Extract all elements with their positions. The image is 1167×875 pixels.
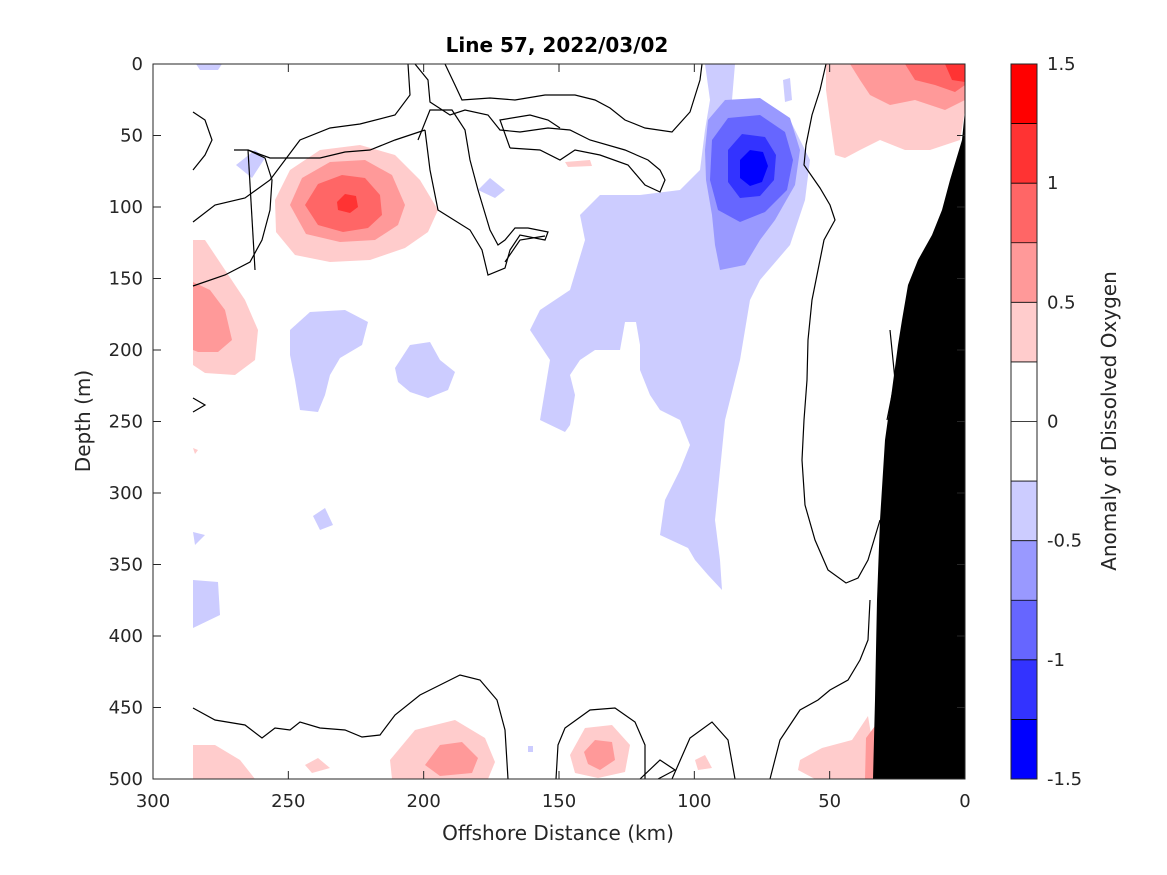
x-tick-label: 250 [271, 791, 305, 812]
y-tick-label: 200 [109, 340, 143, 361]
colorbar-level [1011, 361, 1037, 422]
bottom-positive-b2 [425, 742, 478, 776]
coastal-positive-l4 [945, 64, 965, 82]
negative-blob-e [236, 150, 265, 178]
colorbar-level [1011, 481, 1037, 541]
y-tick-label: 450 [109, 698, 143, 719]
negative-blob-h [196, 64, 222, 70]
x-tick-label: 300 [136, 791, 170, 812]
colorbar-level [1011, 421, 1037, 482]
y-tick-label: 0 [132, 54, 143, 75]
x-tick-label: 100 [677, 791, 711, 812]
colorbar-tick-label: 1.5 [1047, 54, 1076, 75]
colorbar-tick-label: 0 [1047, 412, 1058, 433]
blue-fleck [528, 746, 533, 752]
colorbar-tick-label: 1 [1047, 173, 1058, 194]
colorbar-tick-label: -0.5 [1047, 531, 1082, 552]
colorbar-level [1011, 719, 1037, 779]
x-tick-label: 0 [959, 791, 970, 812]
colorbar-level [1011, 183, 1037, 243]
x-axis: 300 250 200 150 100 50 0 [136, 64, 971, 812]
negative-blob-g [193, 532, 205, 545]
colorbar-level [1011, 600, 1037, 660]
colorbar-frame [1010, 63, 1038, 780]
colorbar-level [1011, 123, 1037, 184]
y-tick-label: 250 [109, 412, 143, 433]
negative-blob-c [193, 580, 220, 628]
y-tick-label: 150 [109, 269, 143, 290]
y-tick-label: 100 [109, 197, 143, 218]
y-axis: 0 50 100 150 200 250 300 350 400 450 500 [109, 54, 965, 790]
bottom-positive-a1 [193, 745, 255, 779]
x-tick-label: 150 [542, 791, 576, 812]
colorbar-tick-label: -1 [1047, 650, 1065, 671]
left-positive-l2 [193, 282, 232, 352]
bottom-positive-f1 [798, 716, 875, 779]
contour-fills [193, 64, 965, 779]
colorbar-level [1011, 242, 1037, 303]
chart-title: Line 57, 2022/03/02 [446, 33, 669, 57]
colorbar-level [1011, 659, 1037, 720]
colorbar-level [1011, 64, 1037, 124]
colorbar-level [1011, 540, 1037, 601]
negative-blob-b [395, 342, 455, 398]
y-tick-label: 500 [109, 769, 143, 790]
y-tick-label: 400 [109, 626, 143, 647]
y-axis-label: Depth (m) [71, 370, 95, 472]
x-tick-label: 200 [406, 791, 440, 812]
colorbar: 1.5 1 0.5 0 -0.5 -1 -1.5 [1010, 54, 1082, 790]
negative-blob-a [290, 310, 368, 412]
negative-core-l5 [740, 150, 768, 186]
colorbar-tick-label: 0.5 [1047, 292, 1076, 313]
left-tiny-positive [193, 448, 198, 454]
colorbar-tick-label: -1.5 [1047, 769, 1082, 790]
bottom-positive-c2 [584, 740, 615, 770]
negative-blob-d [478, 178, 505, 198]
x-tick-label: 50 [818, 791, 841, 812]
zero-contour-lines [192, 64, 896, 779]
negative-blob-i [783, 78, 792, 102]
y-tick-label: 350 [109, 555, 143, 576]
bottom-positive-d1 [305, 758, 330, 773]
colorbar-level [1011, 302, 1037, 362]
positive-core-l4 [337, 194, 358, 213]
colorbar-label: Anomaly of Dissolved Oxygen [1097, 271, 1121, 571]
y-tick-label: 300 [109, 483, 143, 504]
bathymetry-mask [873, 110, 965, 779]
pink-fleck [565, 160, 592, 167]
x-axis-label: Offshore Distance (km) [442, 821, 674, 845]
negative-blob-f [313, 508, 333, 530]
y-tick-label: 50 [120, 126, 143, 147]
bottom-positive-e1 [695, 755, 712, 770]
plot-area [153, 64, 965, 779]
